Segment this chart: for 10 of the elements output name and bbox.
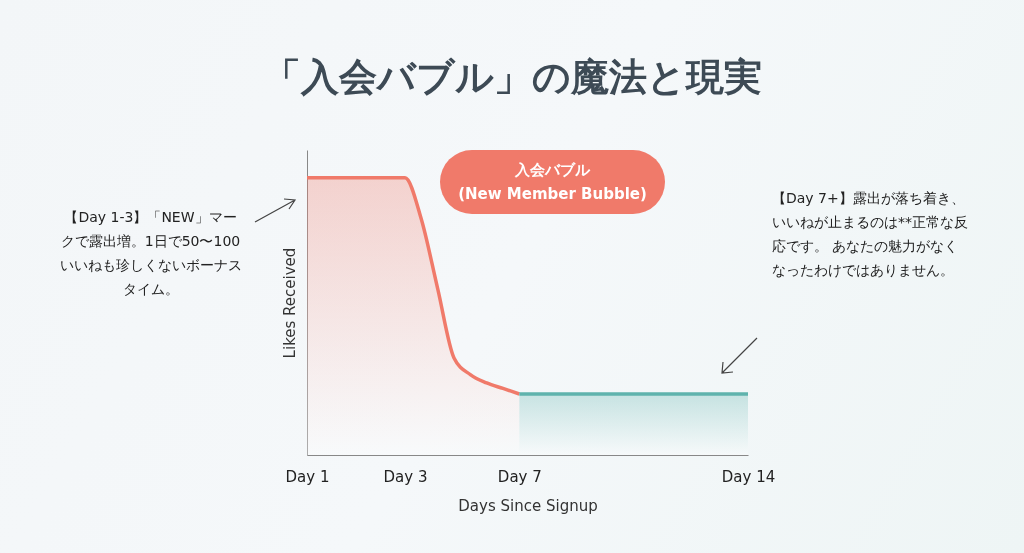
x-axis-title: Days Since Signup <box>458 496 598 515</box>
x-tick-label: Day 1 <box>285 467 330 486</box>
x-tick-label: Day 7 <box>497 467 542 486</box>
text: 【Day 1-3】「NEW」マークで露出増。1日で50〜100いいねも珍しくないボーナスタイム。 <box>58 208 243 299</box>
y-axis-title: Likes Received <box>280 247 299 359</box>
x-tick-label: Day 3 <box>383 467 428 486</box>
x-tick-label: Day 14 <box>721 467 776 486</box>
annotation: 入会バブル (New Member Bubble) <box>440 150 665 214</box>
text: 【Day 7+】露出が落ち着き、いいねが止まるのは**正常な反応です。 あなたの魅力がなくなったわけではありません。 <box>772 189 969 280</box>
chart-title: 「入会バブル」の魔法と現実 <box>261 54 763 101</box>
